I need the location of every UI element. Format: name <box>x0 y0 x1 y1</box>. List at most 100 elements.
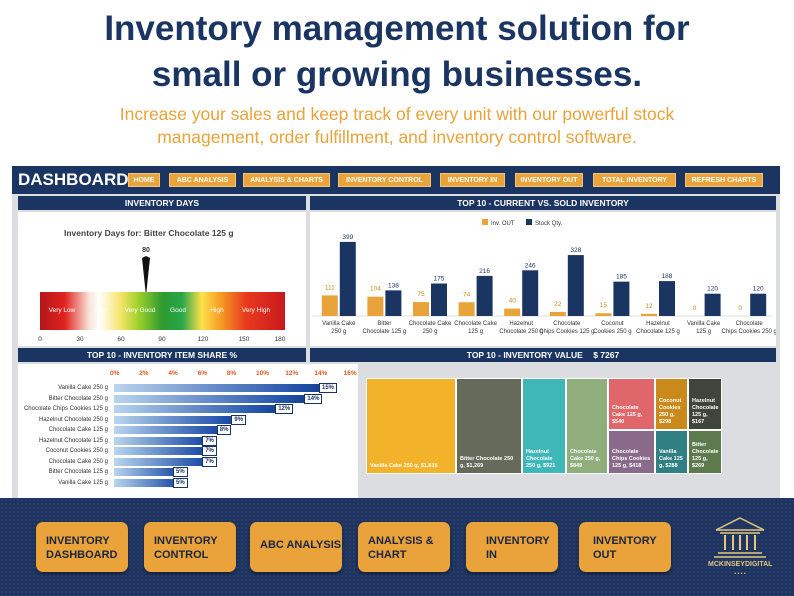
bar-stock-qty <box>431 283 447 316</box>
hero-title-line1: Inventory management solution for <box>104 9 690 48</box>
bar-inv-out <box>321 295 338 316</box>
legend-stock-qty: Stock Qty. <box>535 221 563 227</box>
bar-stock-qty <box>567 255 584 316</box>
share-bar <box>114 415 246 424</box>
bar-inv-out <box>413 302 429 316</box>
data-label-inv-out: 22 <box>554 301 562 308</box>
treemap-tile: Hazelnut Chocolate 125 g, $167 <box>688 378 722 430</box>
bar-stock-qty <box>659 281 675 316</box>
data-label-inv-out: 0 <box>738 305 742 312</box>
category-label: Bitter <box>377 321 391 327</box>
category-label: Chocolate Cake <box>409 321 452 327</box>
x-tick-label: 12% <box>285 370 299 377</box>
inventory-control-button[interactable]: INVENTORY CONTROL <box>144 522 236 572</box>
data-label-inv-out: 12 <box>645 303 653 310</box>
treemap-tile: Chocolate Chips Cookies 125 g, $418 <box>608 430 655 474</box>
data-label: 9% <box>231 414 247 425</box>
category-label: Chocolate Chips Cookies 125 g <box>23 406 108 412</box>
inventory-dashboard-button[interactable]: INVENTORY DASHBOARD <box>36 522 128 572</box>
data-label-stock-qty: 175 <box>434 276 445 283</box>
category-label: Chocolate Cake 250 g <box>48 458 108 465</box>
data-label-inv-out: 111 <box>325 284 335 291</box>
bar-inv-out <box>458 302 475 316</box>
nav-analysis-charts-button[interactable]: ANALYSIS & CHARTS <box>243 173 330 187</box>
gauge-tick: 60 <box>117 336 125 343</box>
x-tick-label: 16% <box>343 370 357 377</box>
logo-dots: • • • • <box>734 571 746 577</box>
treemap-tile: Hazelnut Chocolate 250 g, $921 <box>522 378 566 474</box>
bar-inv-out <box>549 311 566 316</box>
data-label-stock-qty: 216 <box>479 268 490 275</box>
gauge-tick: 120 <box>197 336 209 343</box>
gauge-zone-very-high: Very High <box>241 307 271 314</box>
nav-inventory-in-button[interactable]: INVENTORY IN <box>440 173 505 187</box>
treemap-tile: Bitter Chocolate 125 g, $269 <box>688 430 722 474</box>
category-label: Chocolate Cake <box>454 321 497 327</box>
bar-stock-qty <box>613 281 630 316</box>
category-label: Chocolate <box>553 321 581 327</box>
nav-refresh-charts-button[interactable]: REFRESH CHARTS <box>685 173 763 187</box>
bar-stock-qty <box>522 270 539 316</box>
treemap-tile: Coconut Cookies 250 g, $298 <box>655 378 688 430</box>
data-label-inv-out: 40 <box>509 298 517 305</box>
item-share-row: Chocolate Cake 250 g 7% <box>18 456 368 467</box>
inventory-out-button[interactable]: INVENTORY OUT <box>579 522 671 572</box>
treemap-tile: Bitter Chocolate 250 g, $1,269 <box>456 378 522 474</box>
inventory-in-button[interactable]: INVENTORY IN <box>466 522 558 572</box>
data-label-stock-qty: 138 <box>388 282 399 289</box>
gauge-zone-high: High <box>210 307 224 314</box>
hero-subtitle-line1: Increase your sales and keep track of ev… <box>119 104 675 124</box>
category-label: Vanilla Cake <box>322 321 356 327</box>
share-bar <box>114 447 217 455</box>
category-label: Hazelnut Chocolate 125 g <box>38 437 108 444</box>
inventory-value-total: $ 7267 <box>593 350 620 360</box>
hero-subtitle-line2: management, order fulfillment, and inven… <box>157 127 637 147</box>
item-share-row: Coconut Cookies 250 g 7% <box>18 446 368 456</box>
item-share-row: Hazelnut Chocolate 125 g 7% <box>18 435 368 446</box>
gauge-color-scale <box>40 292 285 330</box>
treemap-label: Coconut Cookies 250 g, $298 <box>659 398 682 425</box>
x-tick-label: 0% <box>110 370 120 377</box>
gauge-zone-good: Good <box>170 307 186 314</box>
data-label: 5% <box>173 477 188 488</box>
item-share-bars: Vanilla Cake 250 g 15% Bitter Chocolate 25… <box>18 383 358 498</box>
inventory-value-treemap: Vanilla Cake 250 g, $1,815 Bitter Chocola… <box>366 378 722 474</box>
x-tick-label: 10% <box>256 370 270 377</box>
legend-swatch-inv-out <box>482 219 488 225</box>
legend-inv-out: Inv. OUT <box>491 221 515 227</box>
share-bar <box>114 426 231 434</box>
data-label: 15% <box>319 383 338 393</box>
bar-inv-out <box>367 296 384 316</box>
button-label: ABC ANALYSIS <box>260 539 342 551</box>
category-label: Hazelnut <box>646 321 670 327</box>
gauge-zone-very-low: Very Low <box>48 307 76 314</box>
legend-swatch-stock-qty <box>526 219 532 225</box>
item-share-row: Vanilla Cake 125 g 5% <box>18 477 368 488</box>
bar-inv-out <box>641 313 657 316</box>
analysis-chart-button[interactable]: ANALYSIS & CHART <box>358 522 450 572</box>
button-label: CONTROL <box>154 549 209 561</box>
category-label: Chocolate 125 g <box>636 329 680 335</box>
x-tick-label: 14% <box>314 370 328 377</box>
category-label: Chips Cookies 125 g <box>539 329 594 335</box>
category-label: 250 g <box>422 329 437 335</box>
category-label: Coconut <box>601 321 624 327</box>
category-label: Chocolate 250 g <box>499 329 543 335</box>
abc-analysis-button[interactable]: ABC ANALYSIS <box>250 522 342 572</box>
bar-stock-qty <box>704 293 721 316</box>
nav-inventory-control-button[interactable]: INVENTORY CONTROL <box>338 173 431 187</box>
item-share-row: Chocolate Chips Cookies 125 g 12% <box>18 404 368 414</box>
category-label: 125 g <box>696 329 711 335</box>
nav-total-inventory-button[interactable]: TOTAL INVENTORY <box>593 173 676 187</box>
gauge-needle <box>142 256 150 296</box>
item-share-panel: 0% 2% 4% 6% 8% 10% 12% 14% 16% Vanilla Cake 250 … <box>18 364 358 498</box>
nav-home-button[interactable]: HOME <box>128 173 160 187</box>
nav-inventory-out-button[interactable]: INVENTORY OUT <box>515 173 583 187</box>
category-label: Chips Cookies 250 g <box>722 329 776 335</box>
category-label: Hazelnut <box>509 321 533 327</box>
nav-abc-analysis-button[interactable]: ABC ANALYSIS <box>169 173 236 187</box>
data-label-stock-qty: 185 <box>616 274 627 281</box>
current-vs-sold-chart: Inv. OUT Stock Qty. 111 399 Vanilla Cake 250 … <box>312 219 777 335</box>
logo-text: MCKINSEYDIGITAL <box>708 561 773 568</box>
mckinseydigital-logo: MCKINSEYDIGITAL • • • • <box>708 514 772 580</box>
